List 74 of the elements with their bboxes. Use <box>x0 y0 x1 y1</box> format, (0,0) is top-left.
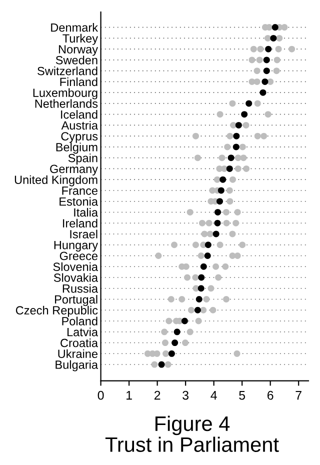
point <box>220 176 226 183</box>
y-tick-label: Latvia <box>67 328 98 336</box>
point <box>235 122 242 128</box>
point <box>168 350 175 357</box>
point <box>181 318 188 324</box>
y-tick-label: Croatia <box>60 338 98 348</box>
point <box>218 187 224 194</box>
point <box>216 198 224 205</box>
y-tick-label: Cyprus <box>61 132 98 143</box>
point <box>272 24 278 31</box>
x-tick-label: 3 <box>182 390 188 400</box>
y-tick-label: Norway <box>58 45 98 56</box>
point <box>198 285 204 292</box>
y-tick-label: Ukraine <box>58 349 98 358</box>
point <box>194 306 201 314</box>
y-tick-label: Hungary <box>54 241 98 252</box>
y-tick-label: Germany <box>50 164 98 176</box>
point <box>232 144 240 150</box>
y-tick-label: Slovakia <box>54 273 98 282</box>
x-tick-label: 4 <box>210 391 217 400</box>
y-tick-label: France <box>62 186 98 195</box>
y-tick-label: Finland <box>60 77 98 86</box>
point <box>172 340 178 346</box>
y-tick-label: Belgium <box>56 142 98 154</box>
point <box>214 220 221 226</box>
y-tick-label: Bulgaria <box>56 360 98 372</box>
point <box>228 154 234 162</box>
point <box>214 208 222 216</box>
point <box>265 46 272 52</box>
y-tick-label: Denmark <box>51 23 98 32</box>
point <box>263 56 270 64</box>
y-tick-label: Russia <box>62 284 98 293</box>
y-tick-label: Israel <box>70 230 98 238</box>
x-tick-label: 0 <box>98 390 104 400</box>
point <box>270 34 277 42</box>
y-tick-label: Iceland <box>61 110 98 119</box>
y-tick-label: Portugal <box>55 294 98 306</box>
x-tick-label: 2 <box>154 390 160 400</box>
y-tick-label: Sweden <box>56 56 98 64</box>
point <box>198 274 205 281</box>
y-tick-label: Italia <box>74 208 98 217</box>
y-tick-label: Czech Republic <box>16 306 98 317</box>
point <box>263 68 270 74</box>
point <box>233 132 240 140</box>
y-tick-label: Estonia <box>60 197 98 206</box>
y-tick-label: Turkey <box>62 34 98 45</box>
text: Figure 4 <box>156 416 230 436</box>
point <box>212 230 220 238</box>
point <box>262 78 268 85</box>
y-tick-label: Luxembourg <box>33 88 98 100</box>
point <box>246 100 252 107</box>
y-tick-label: Ireland <box>63 218 98 228</box>
point <box>174 328 180 336</box>
x-tick-label: 7 <box>296 391 302 400</box>
x-tick-label: 5 <box>239 391 246 400</box>
y-tick-label: United Kingdom <box>14 175 98 186</box>
point <box>260 89 266 96</box>
y-tick-label: Spain <box>68 154 98 165</box>
y-tick-label: Switzerland <box>38 66 98 76</box>
point <box>226 165 233 172</box>
point <box>200 263 207 270</box>
text: Trust in Parliament <box>105 436 279 452</box>
point <box>158 361 165 368</box>
point <box>204 242 212 248</box>
point <box>241 111 248 118</box>
x-tick-label: 6 <box>267 390 274 400</box>
point <box>196 296 202 303</box>
y-tick-label: Netherlands <box>35 99 98 108</box>
point <box>204 252 211 259</box>
y-tick-label: Austria <box>61 120 98 130</box>
y-tick-label: Poland <box>62 316 98 326</box>
x-tick-label: 1 <box>126 391 132 400</box>
y-tick-label: Slovenia <box>53 262 98 272</box>
y-tick-label: Greece <box>60 252 98 260</box>
